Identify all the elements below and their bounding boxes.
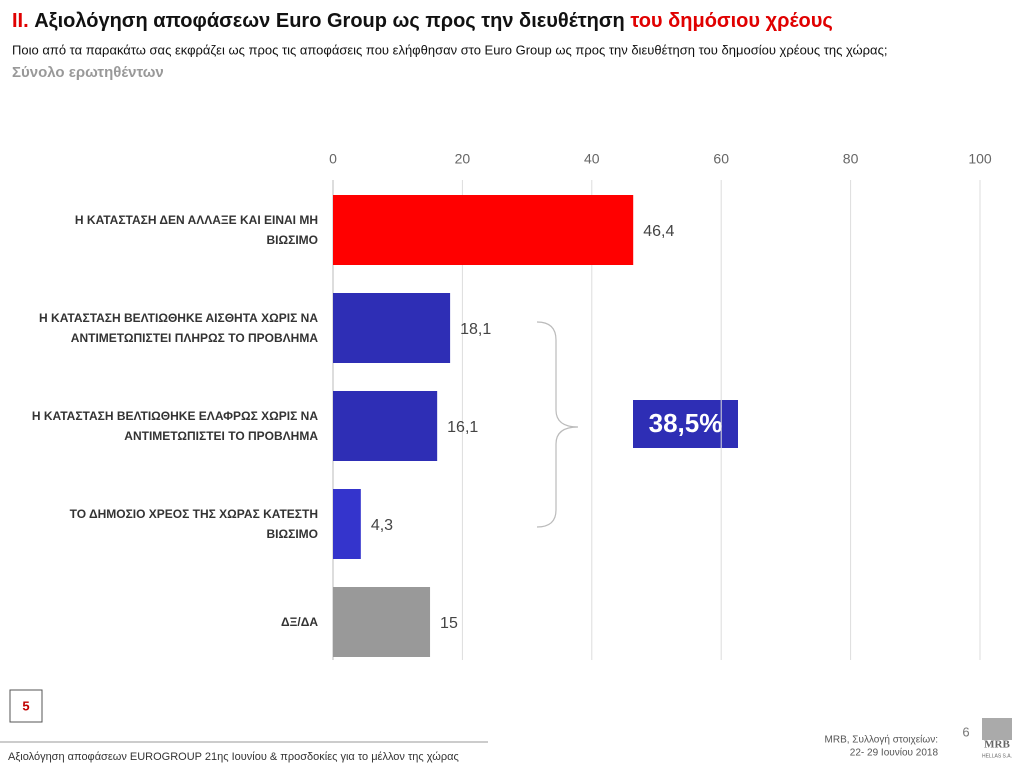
value-label: 4,3 [371,517,393,534]
slide-box-number: 5 [22,698,29,713]
category-label: ΤΟ ΔΗΜΟΣΙΟ ΧΡΕΟΣ ΤΗΣ ΧΩΡΑΣ ΚΑΤΕΣΤΗ ΒΙΩΣΙ… [69,507,318,541]
bar [333,489,361,559]
subtitle: Ποιο από τα παρακάτω σας εκφράζει ως προ… [12,42,887,57]
slide-box [9,689,43,723]
bar [333,587,431,657]
x-tick-label: 80 [843,151,859,167]
base: Σύνολο ερωτηθέντων [12,64,164,81]
x-tick-label: 60 [713,151,729,167]
category-label: Η ΚΑΤΑΣΤΑΣΗ ΔΕΝ ΑΛΛΑΞΕ ΚΑΙ ΕΙΝΑΙ ΜΗ ΒΙΩΣ… [74,213,318,247]
logo-sub: HELLAS S.A. [982,753,1012,759]
value-label: 15 [440,615,458,632]
source: MRB, Συλλογή στοιχείων: [825,734,938,746]
x-tick-label: 0 [329,151,337,167]
logo-block [982,718,1012,740]
bar [333,293,451,363]
value-label: 46,4 [643,223,674,240]
bar [333,391,438,461]
annotation: 38,5% [649,408,723,438]
x-tick-label: 20 [455,151,471,167]
bar [333,195,634,265]
value-label: 16,1 [447,419,478,436]
title-main: Αξιολόγηση αποφάσεων Euro Group ως προς … [34,10,625,32]
x-tick-label: 40 [584,151,600,167]
title-highlight: του δημόσιου χρέους [630,10,832,32]
source-date: 22- 29 Ιουνίου 2018 [850,747,939,759]
footer: Αξιολόγηση αποφάσεων EUROGROUP 21ης Ιουν… [8,751,459,763]
logo: MRB [984,739,1010,751]
annotation-box [633,400,738,448]
page-number: 6 [962,724,969,739]
brace [536,321,579,528]
category-label: Η ΚΑΤΑΣΤΑΣΗ ΒΕΛΤΙΩΘΗΚΕ ΑΙΣΘΗΤΑ ΧΩΡΙΣ ΝΑ … [39,311,318,345]
category-label: Η ΚΑΤΑΣΤΑΣΗ ΒΕΛΤΙΩΘΗΚΕ ΕΛΑΦΡΩΣ ΧΩΡΙΣ ΝΑ … [31,409,318,443]
title-prefix: II. [12,10,29,32]
value-label: 18,1 [460,321,491,338]
category-label: ΔΞ/ΔΑ [281,615,318,629]
title: II. Αξιολόγηση αποφάσεων Euro Group ως π… [12,10,833,32]
x-tick-label: 100 [968,151,992,167]
